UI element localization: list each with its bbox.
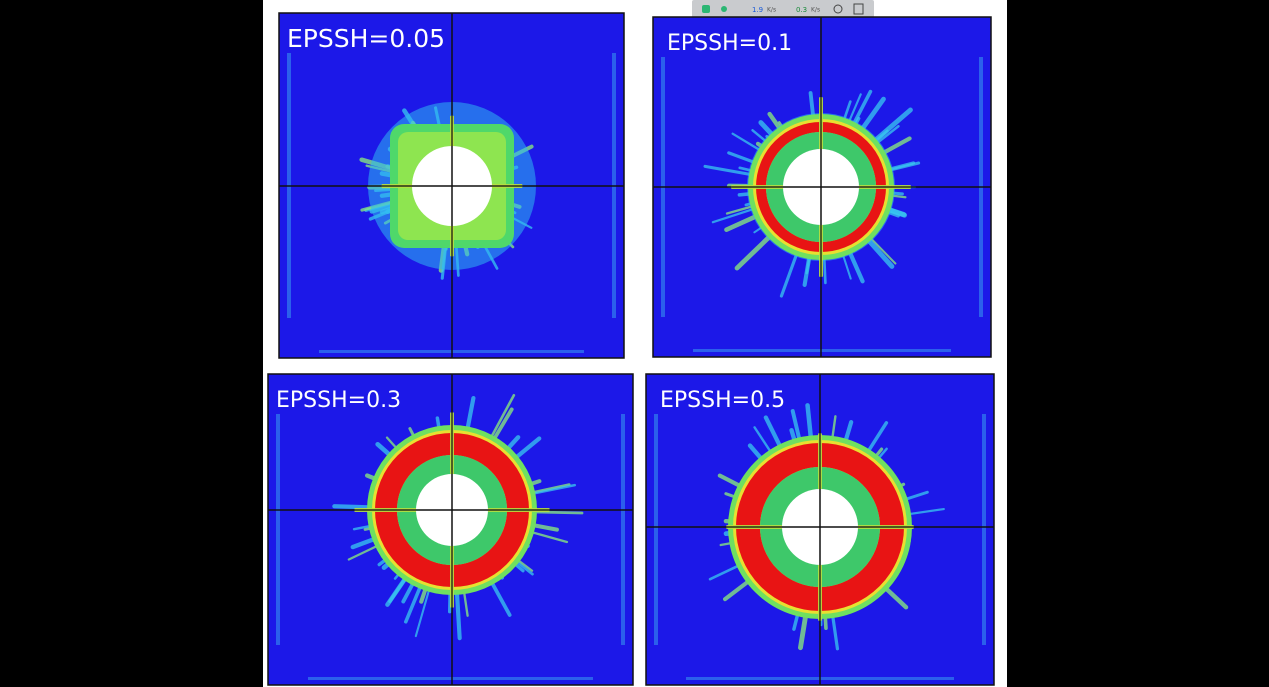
contour xyxy=(279,13,624,358)
panel-label: EPSSH=0.5 xyxy=(660,388,785,413)
status-dot xyxy=(721,6,727,12)
simulation-panel: EPSSH=0.1 xyxy=(652,16,992,358)
edge-streak xyxy=(308,677,593,680)
simulation-panel: EPSSH=0.3 xyxy=(267,373,634,686)
contour xyxy=(653,17,991,357)
panel-label: EPSSH=0.05 xyxy=(287,24,445,53)
toolbar: 1.9 K/s 0.3 K/s xyxy=(692,0,874,18)
download-speed: 0.3 xyxy=(796,6,807,14)
upload-speed: 1.9 xyxy=(752,6,763,14)
contour xyxy=(646,374,994,685)
simulation-panel: EPSSH=0.5 xyxy=(645,373,995,686)
panel-label: EPSSH=0.1 xyxy=(667,31,792,56)
toolbar-bg xyxy=(692,0,874,18)
contour xyxy=(268,374,633,685)
panel-label: EPSSH=0.3 xyxy=(276,388,401,413)
edge-streak xyxy=(621,414,625,645)
globe-icon[interactable] xyxy=(833,4,843,14)
edge-streak xyxy=(982,414,986,645)
simulation-panel: EPSSH=0.05 xyxy=(278,12,625,359)
edge-streak xyxy=(276,414,280,645)
edge-streak xyxy=(654,414,658,645)
panels: EPSSH=0.05 EPSSH=0.1 EPSSH=0.3 EPSSH=0.5 xyxy=(267,12,995,686)
download-unit: K/s xyxy=(811,7,820,14)
shield-icon[interactable] xyxy=(702,5,710,13)
upload-unit: K/s xyxy=(767,7,776,14)
edge-streak xyxy=(693,349,951,352)
edit-icon[interactable] xyxy=(853,3,864,15)
